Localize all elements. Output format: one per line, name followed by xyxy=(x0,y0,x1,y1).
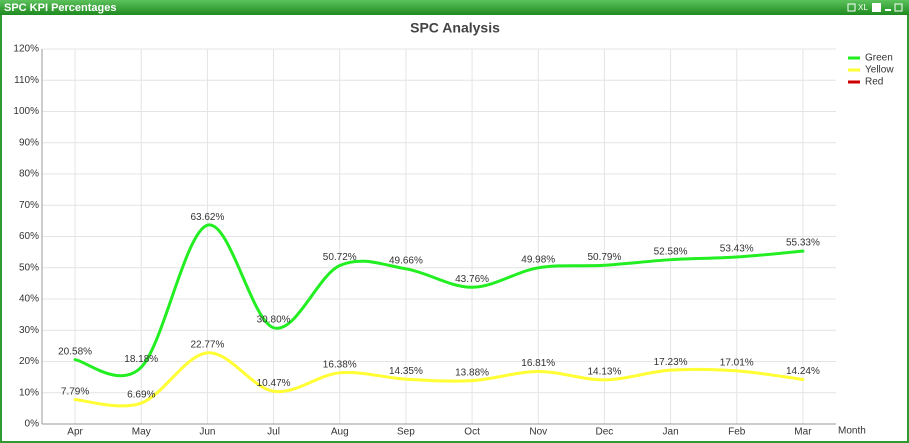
data-label: 63.62% xyxy=(190,212,224,223)
data-label: 22.77% xyxy=(190,339,224,350)
y-tick-label: 40% xyxy=(19,294,39,305)
series-line xyxy=(73,223,805,378)
data-label: 13.88% xyxy=(455,367,489,378)
data-label: 16.81% xyxy=(521,358,555,369)
y-tick-label: 30% xyxy=(19,325,39,336)
data-label: 52.58% xyxy=(654,246,688,257)
print-icon[interactable] xyxy=(847,3,856,12)
x-tick-label: Dec xyxy=(596,427,614,438)
data-label: 14.13% xyxy=(587,366,621,377)
data-label: 16.38% xyxy=(323,359,357,370)
data-label: 53.43% xyxy=(720,244,754,255)
x-axis-label: Month xyxy=(838,426,866,437)
data-label: 7.79% xyxy=(61,386,89,397)
y-tick-label: 100% xyxy=(13,106,39,117)
data-label: 49.98% xyxy=(521,254,555,265)
x-tick-label: Jan xyxy=(663,427,679,438)
y-tick-label: 90% xyxy=(19,137,39,148)
y-tick-label: 110% xyxy=(14,75,39,86)
x-tick-label: Feb xyxy=(728,427,746,438)
data-label: 50.72% xyxy=(323,252,357,263)
data-label: 18.18% xyxy=(124,354,158,365)
legend-label: Red xyxy=(865,77,883,88)
data-label: 20.58% xyxy=(58,346,92,357)
x-tick-label: Oct xyxy=(464,427,480,438)
data-label: 17.01% xyxy=(720,357,754,368)
chart-title: SPC Analysis xyxy=(410,20,500,36)
toolbar-text: XL xyxy=(858,3,868,12)
y-tick-label: 50% xyxy=(19,262,39,273)
y-tick-label: 80% xyxy=(19,169,39,180)
window-title: SPC KPI Percentages xyxy=(4,2,117,14)
y-tick-label: 120% xyxy=(13,44,39,55)
data-label: 30.80% xyxy=(257,314,291,325)
legend-label: Yellow xyxy=(865,65,894,76)
data-label: 43.76% xyxy=(455,274,489,285)
data-label: 6.69% xyxy=(127,390,155,401)
x-tick-label: Apr xyxy=(67,427,83,438)
data-label: 49.66% xyxy=(389,255,423,266)
y-tick-label: 0% xyxy=(25,419,40,430)
window-header xyxy=(0,0,909,15)
y-tick-label: 10% xyxy=(19,387,39,398)
chart-icon[interactable] xyxy=(872,3,881,12)
data-label: 17.23% xyxy=(654,357,688,368)
data-label: 14.35% xyxy=(389,366,423,377)
minimize-icon[interactable] xyxy=(885,9,891,11)
data-label: 10.47% xyxy=(257,378,291,389)
data-label: 14.24% xyxy=(786,366,820,377)
legend-label: Green xyxy=(865,53,893,64)
series-line xyxy=(73,351,805,408)
x-tick-label: Mar xyxy=(794,427,812,438)
x-tick-label: Jul xyxy=(267,427,280,438)
x-tick-label: Nov xyxy=(529,427,547,438)
data-label: 50.79% xyxy=(587,252,621,263)
x-tick-label: Jun xyxy=(199,427,215,438)
data-label: 55.33% xyxy=(786,238,820,249)
x-tick-label: May xyxy=(132,427,151,438)
y-tick-label: 20% xyxy=(19,356,39,367)
x-tick-label: Sep xyxy=(397,427,415,438)
maximize-icon[interactable] xyxy=(894,3,903,12)
y-tick-label: 70% xyxy=(19,200,39,211)
y-tick-label: 60% xyxy=(19,231,39,242)
x-tick-label: Aug xyxy=(331,427,349,438)
